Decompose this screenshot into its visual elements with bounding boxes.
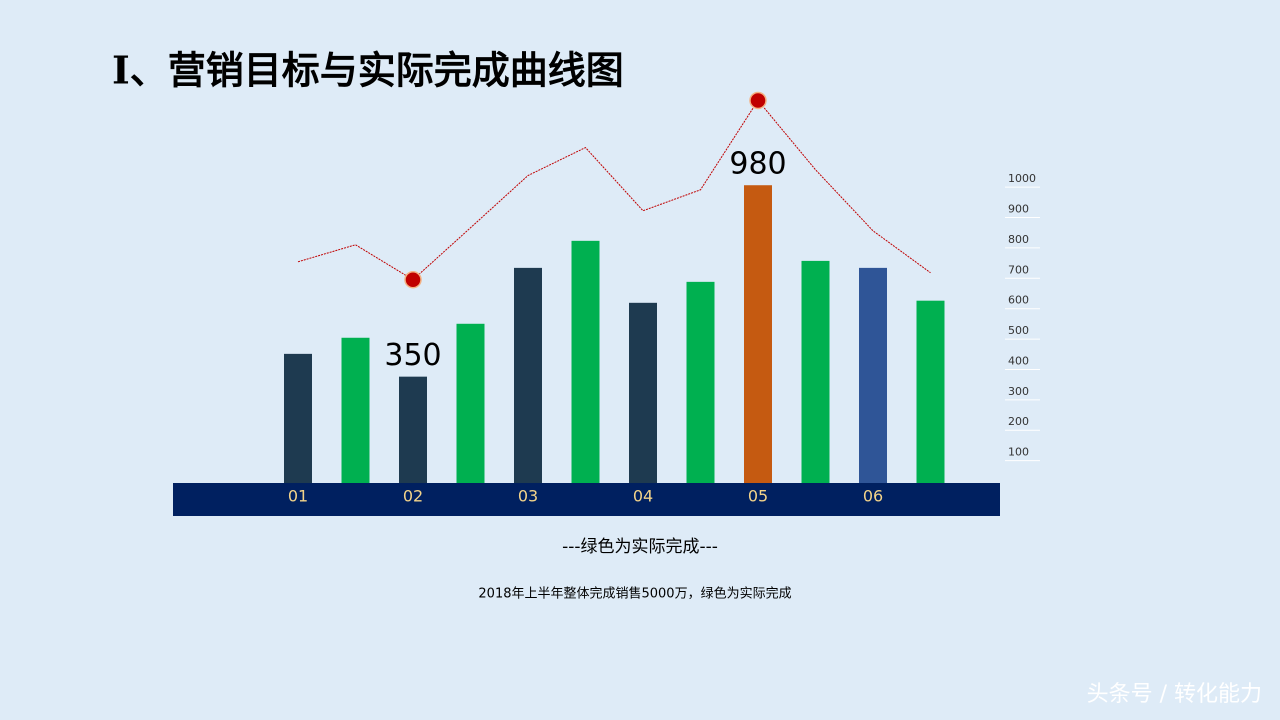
footer: 2018年上半年整体完成销售5000万，绿色为实际完成 — [478, 586, 791, 602]
value-label: 350 — [384, 338, 441, 373]
y-tick-label: 500 — [1008, 324, 1029, 337]
y-tick-label: 900 — [1008, 203, 1029, 216]
slide-title: Ⅰ、营销目标与实际完成曲线图 — [112, 48, 624, 93]
y-tick-label: 400 — [1008, 354, 1029, 367]
value-label: 980 — [729, 147, 786, 182]
y-tick-label: 300 — [1008, 385, 1029, 398]
bar — [686, 281, 715, 483]
x-tick-label: 04 — [633, 487, 653, 506]
watermark: 头条号 / 转化能力 — [1087, 682, 1262, 707]
x-tick-label: 02 — [403, 487, 423, 506]
y-tick-label: 700 — [1008, 263, 1029, 276]
bar — [916, 300, 945, 483]
bar — [859, 267, 887, 483]
bar — [514, 267, 542, 483]
y-tick-label: 1000 — [1008, 172, 1036, 185]
x-tick-label: 01 — [288, 487, 308, 506]
bar — [341, 337, 370, 483]
x-tick-label: 05 — [748, 487, 768, 506]
bar — [456, 323, 485, 483]
x-tick-label: 03 — [518, 487, 538, 506]
bar — [629, 302, 657, 483]
y-tick-label: 800 — [1008, 233, 1029, 246]
line-point — [749, 91, 767, 110]
y-tick-label: 200 — [1008, 415, 1029, 428]
note: ---绿色为实际完成--- — [562, 537, 718, 557]
line-point — [404, 270, 422, 289]
bar — [744, 185, 772, 483]
bar — [571, 240, 600, 483]
y-tick-label: 600 — [1008, 294, 1029, 307]
bar — [284, 353, 312, 483]
bar — [801, 260, 830, 483]
target-line — [297, 99, 931, 281]
axis-band — [173, 483, 1000, 516]
bar — [399, 376, 427, 483]
x-tick-label: 06 — [863, 487, 883, 506]
y-tick-label: 100 — [1008, 446, 1029, 459]
